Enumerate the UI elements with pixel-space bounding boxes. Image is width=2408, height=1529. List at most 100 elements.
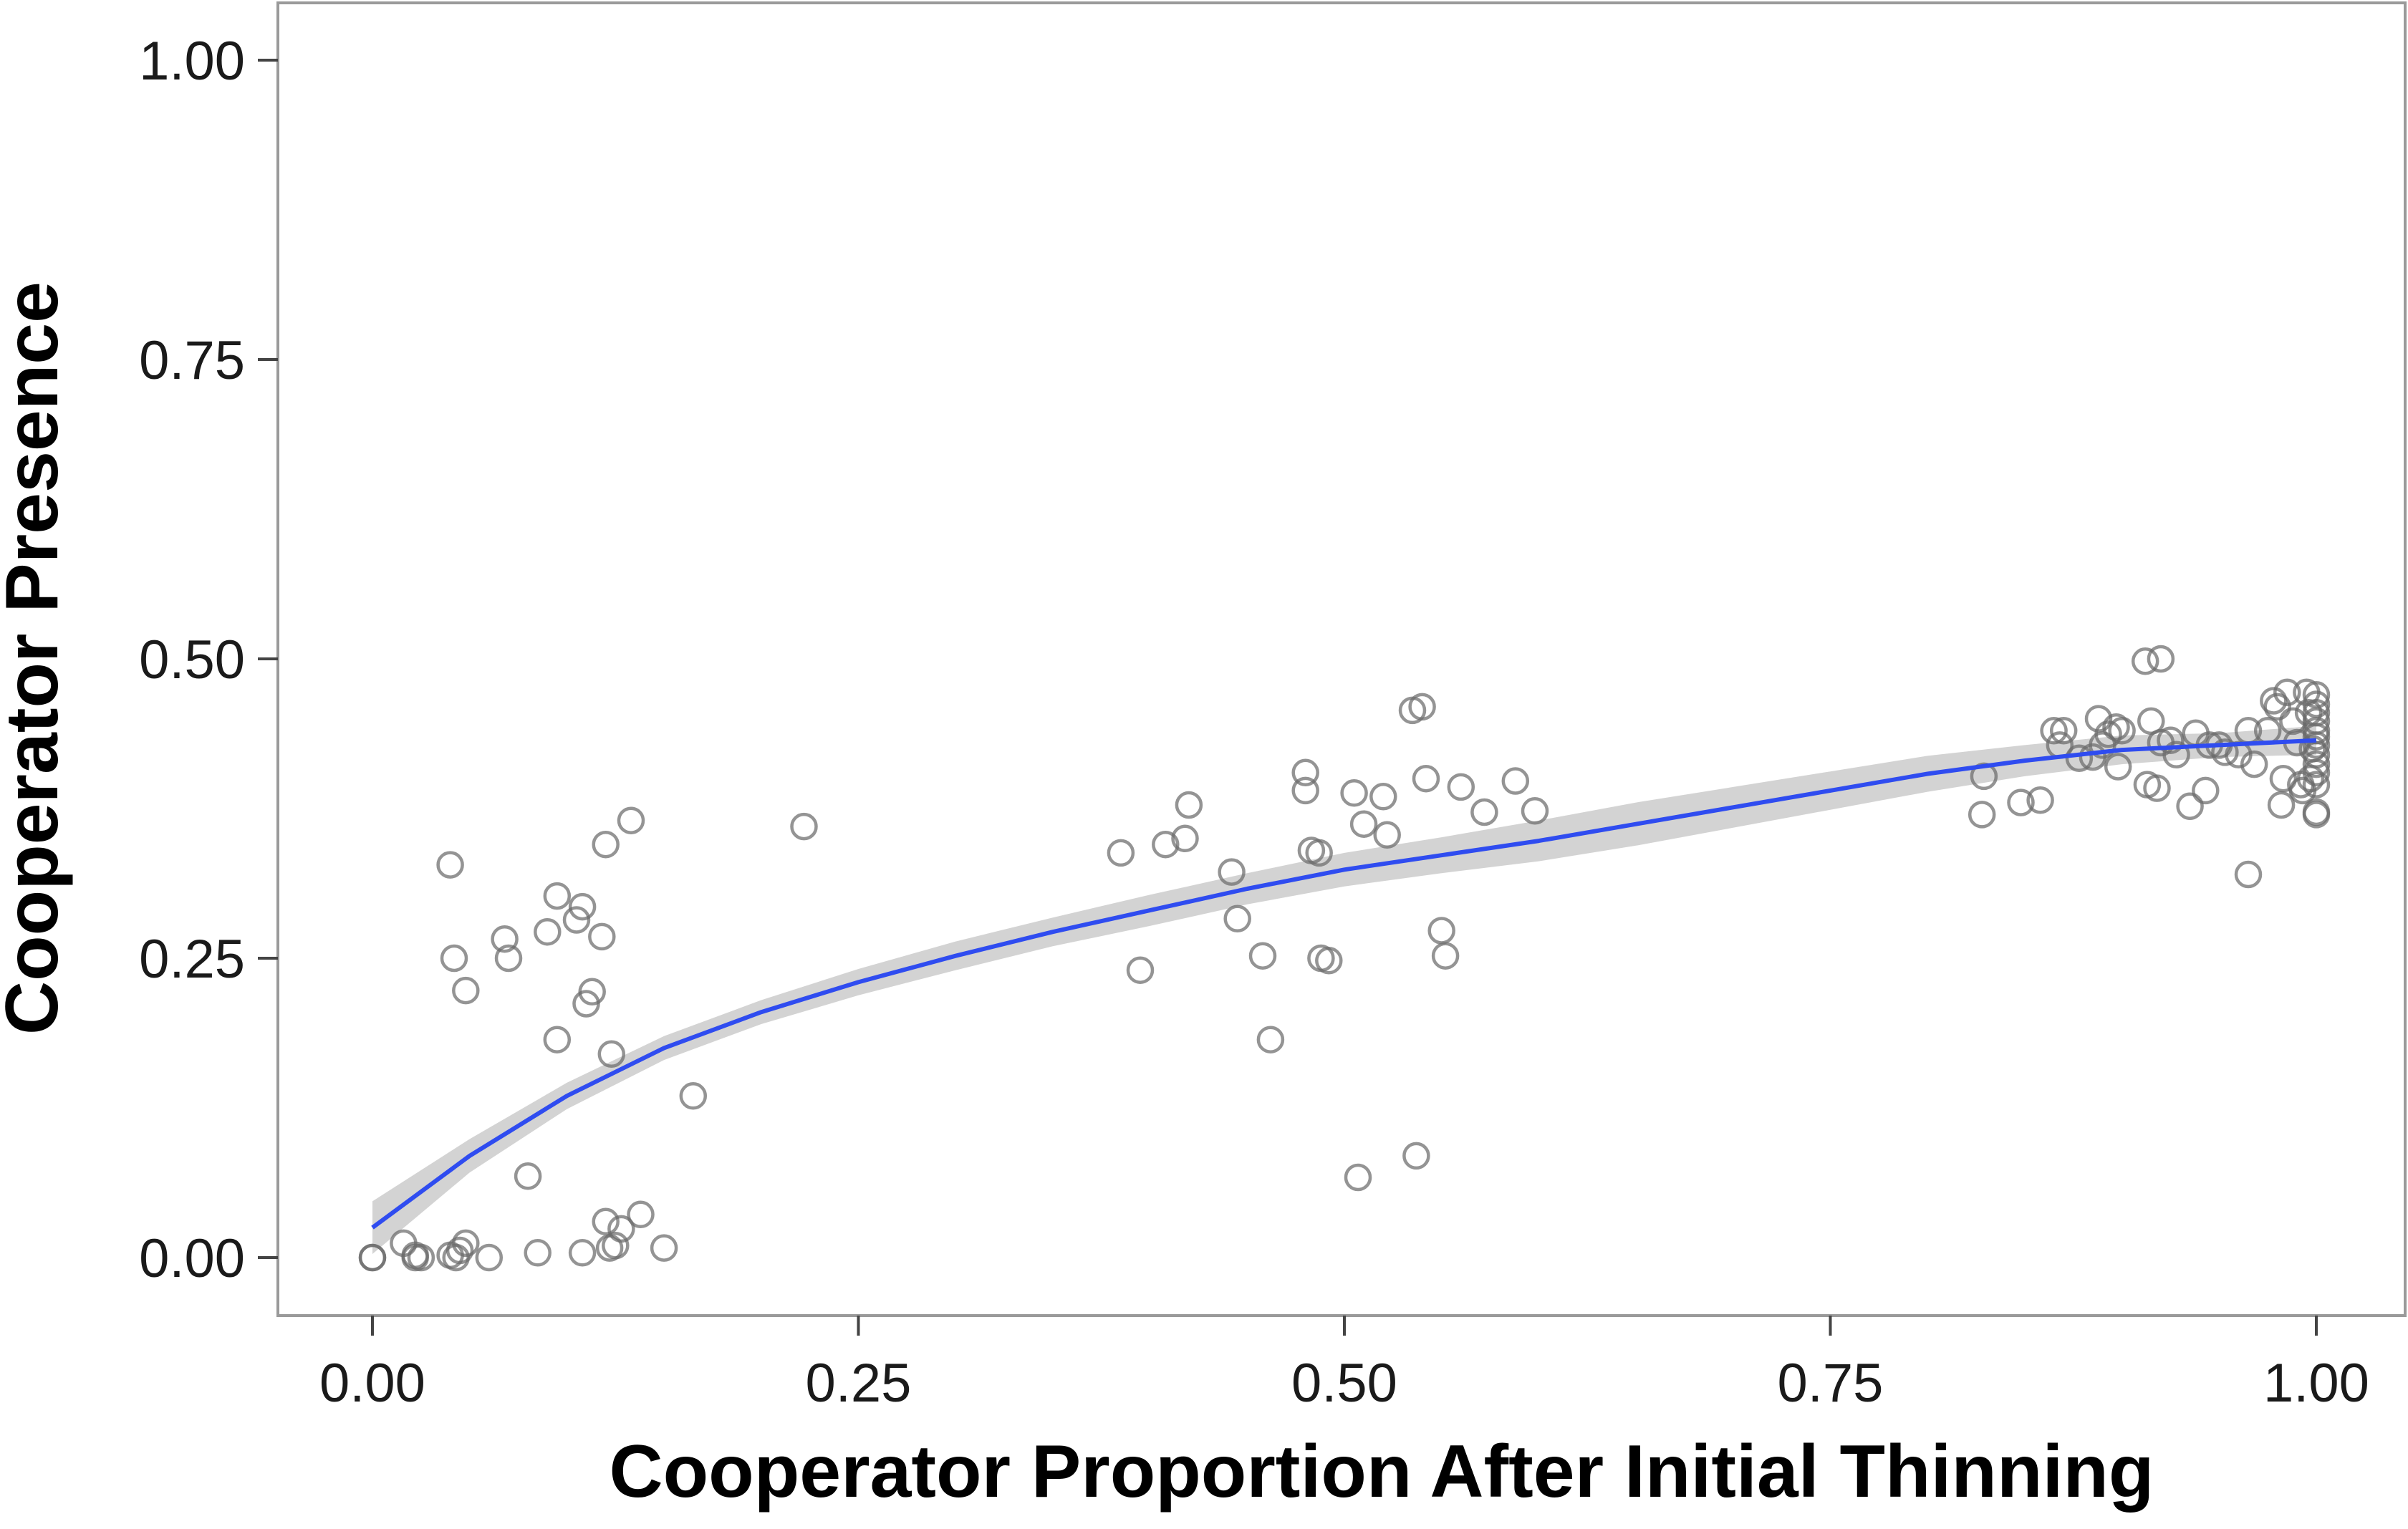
plot-panel-border <box>276 1 2407 1317</box>
data-point <box>790 812 818 841</box>
data-point <box>1248 942 1277 970</box>
data-point <box>592 830 620 859</box>
data-point <box>1152 830 1180 859</box>
data-point <box>2143 774 2171 802</box>
smooth-line <box>371 738 2317 1230</box>
data-point <box>2302 690 2331 718</box>
data-point <box>2157 726 2185 754</box>
data-point <box>2007 788 2035 816</box>
data-point <box>2260 687 2288 715</box>
x-axis-title: Cooperator Proportion After Initial Thin… <box>610 1430 2154 1513</box>
data-point <box>1340 779 1368 807</box>
data-point <box>2302 731 2331 759</box>
data-point <box>1501 767 1530 795</box>
data-point <box>1344 1163 1372 1192</box>
data-point <box>2302 741 2331 769</box>
confidence-band-layer <box>372 725 2316 1254</box>
y-axis: 0.00 0.25 0.50 0.75 1.00 <box>139 31 278 1289</box>
data-point <box>1349 810 1378 838</box>
data-point <box>602 1232 630 1260</box>
data-point <box>1369 783 1397 811</box>
y-tick-label: 0.00 <box>139 1228 245 1289</box>
data-point <box>2065 744 2094 773</box>
data-point <box>436 851 464 879</box>
data-point <box>1305 839 1333 867</box>
smooth-line-layer <box>371 738 2317 1230</box>
data-point <box>650 1234 678 1262</box>
y-tick-label: 0.50 <box>139 630 245 690</box>
data-point <box>1968 801 1996 829</box>
data-point <box>2040 717 2068 745</box>
data-point <box>1218 858 1246 886</box>
data-point <box>452 1229 480 1258</box>
data-point <box>2302 771 2331 799</box>
data-point <box>562 906 591 934</box>
data-point <box>2108 717 2136 745</box>
data-point <box>2102 713 2130 741</box>
data-point <box>2302 750 2331 778</box>
data-point <box>627 1200 655 1229</box>
data-point <box>1521 797 1549 825</box>
data-point <box>2192 776 2220 805</box>
data-point <box>440 944 468 973</box>
data-point <box>543 882 572 910</box>
x-tick-label: 0.00 <box>319 1353 425 1414</box>
data-point <box>491 925 519 953</box>
data-point <box>2302 680 2331 709</box>
data-point <box>592 1207 620 1236</box>
data-point <box>1470 798 1498 826</box>
data-point <box>1412 764 1440 793</box>
data-point <box>534 917 562 946</box>
data-point <box>1107 839 1135 867</box>
data-point <box>452 976 480 1005</box>
data-point <box>2211 738 2239 766</box>
data-point <box>588 922 616 951</box>
data-point <box>1402 1142 1430 1170</box>
data-point <box>2302 723 2331 751</box>
data-point <box>1223 905 1251 933</box>
data-point <box>1175 791 1203 819</box>
data-point <box>617 806 645 834</box>
data-point <box>1373 821 1401 849</box>
data-point <box>2240 750 2268 778</box>
y-tick-label: 1.00 <box>139 31 245 92</box>
x-tick-label: 0.25 <box>806 1353 912 1414</box>
data-point <box>568 1239 597 1267</box>
data-point <box>2026 786 2054 814</box>
data-point <box>2294 698 2323 727</box>
x-tick-label: 0.50 <box>1291 1353 1397 1414</box>
data-point <box>2269 764 2298 793</box>
x-tick-label: 1.00 <box>2263 1353 2369 1414</box>
data-point <box>475 1243 504 1272</box>
data-point <box>494 944 523 973</box>
data-point <box>1408 693 1436 721</box>
data-point <box>2094 720 2122 748</box>
data-point <box>524 1239 552 1267</box>
data-point <box>2104 753 2132 781</box>
data-point <box>578 978 606 1006</box>
data-point <box>2263 693 2291 721</box>
data-point <box>446 1236 474 1265</box>
data-point <box>1256 1026 1285 1053</box>
x-axis: 0.00 0.25 0.50 0.75 1.00 <box>319 1316 2369 1414</box>
data-point <box>2147 645 2175 673</box>
data-point <box>514 1162 542 1190</box>
data-point <box>407 1243 435 1272</box>
data-point <box>1291 776 1319 805</box>
data-point <box>568 892 597 921</box>
y-axis-title: Cooperator Presence <box>0 281 74 1035</box>
data-point <box>597 1040 626 1069</box>
y-tick-label: 0.75 <box>139 330 245 391</box>
data-point <box>679 1082 708 1110</box>
data-point <box>607 1215 635 1243</box>
data-point <box>2049 717 2078 745</box>
points-layer <box>358 645 2331 1272</box>
data-point <box>1447 773 1475 801</box>
data-point <box>2273 678 2301 707</box>
confidence-band <box>372 725 2316 1254</box>
data-point <box>1431 942 1460 970</box>
data-point <box>1171 824 1199 853</box>
data-point <box>2084 705 2113 733</box>
